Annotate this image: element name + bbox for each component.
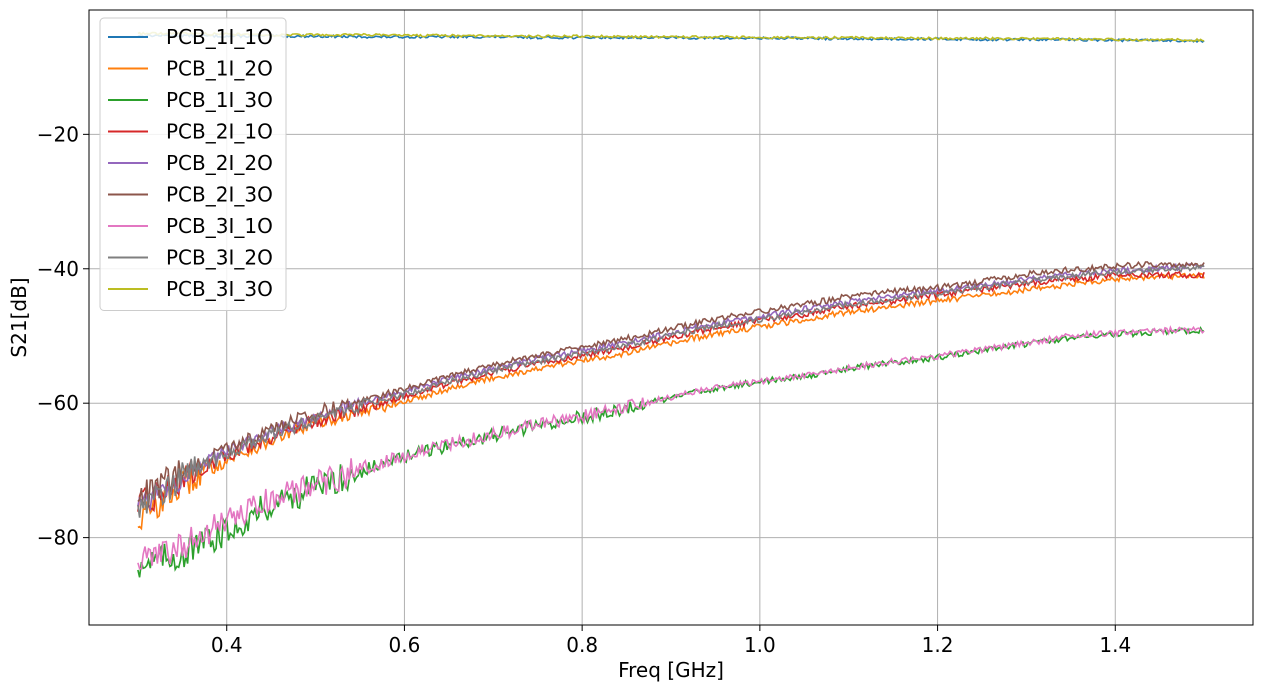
ticks: 0.4 0.6 0.8 1.0 1.2 1.4 −20 −40 −60 −80 — [37, 122, 1131, 657]
series-line-PCB_3I_3O — [137, 31, 1205, 43]
legend: PCB_1I_1O PCB_1I_2O PCB_1I_3O PCB_2I_1O PCB_… — [99, 17, 287, 311]
series-line-PCB_1I_3O — [137, 326, 1205, 578]
series-line-PCB_3I_2O — [137, 264, 1205, 518]
x-tick-label: 0.8 — [566, 633, 598, 657]
legend-label: PCB_1I_1O — [166, 25, 273, 49]
x-tick-label: 1.0 — [744, 633, 776, 657]
plot-area — [137, 31, 1205, 578]
y-tick-label: −60 — [37, 391, 79, 415]
series-line-PCB_2I_2O — [137, 262, 1205, 512]
legend-label: PCB_3I_3O — [166, 277, 273, 301]
x-tick-label: 1.4 — [1099, 633, 1131, 657]
x-tick-label: 0.4 — [211, 633, 243, 657]
y-tick-label: −20 — [37, 122, 79, 146]
x-tick-label: 1.2 — [922, 633, 954, 657]
legend-label: PCB_1I_3O — [166, 88, 273, 112]
legend-label: PCB_2I_3O — [166, 183, 273, 207]
y-tick-label: −40 — [37, 257, 79, 281]
y-axis-label: S21[dB] — [7, 277, 31, 357]
series-line-PCB_3I_1O — [137, 325, 1205, 570]
legend-label: PCB_1I_2O — [166, 57, 273, 81]
x-axis-label: Freq [GHz] — [618, 658, 724, 682]
legend-label: PCB_2I_2O — [166, 151, 273, 175]
legend-label: PCB_2I_1O — [166, 120, 273, 144]
legend-label: PCB_3I_1O — [166, 214, 273, 238]
legend-box — [99, 17, 287, 311]
series-line-PCB_2I_3O — [137, 260, 1205, 509]
series-line-PCB_2I_1O — [137, 270, 1205, 513]
x-tick-label: 0.6 — [389, 633, 421, 657]
axes-frame — [88, 9, 1254, 626]
legend-label: PCB_3I_2O — [166, 246, 273, 270]
y-tick-label: −80 — [37, 526, 79, 550]
